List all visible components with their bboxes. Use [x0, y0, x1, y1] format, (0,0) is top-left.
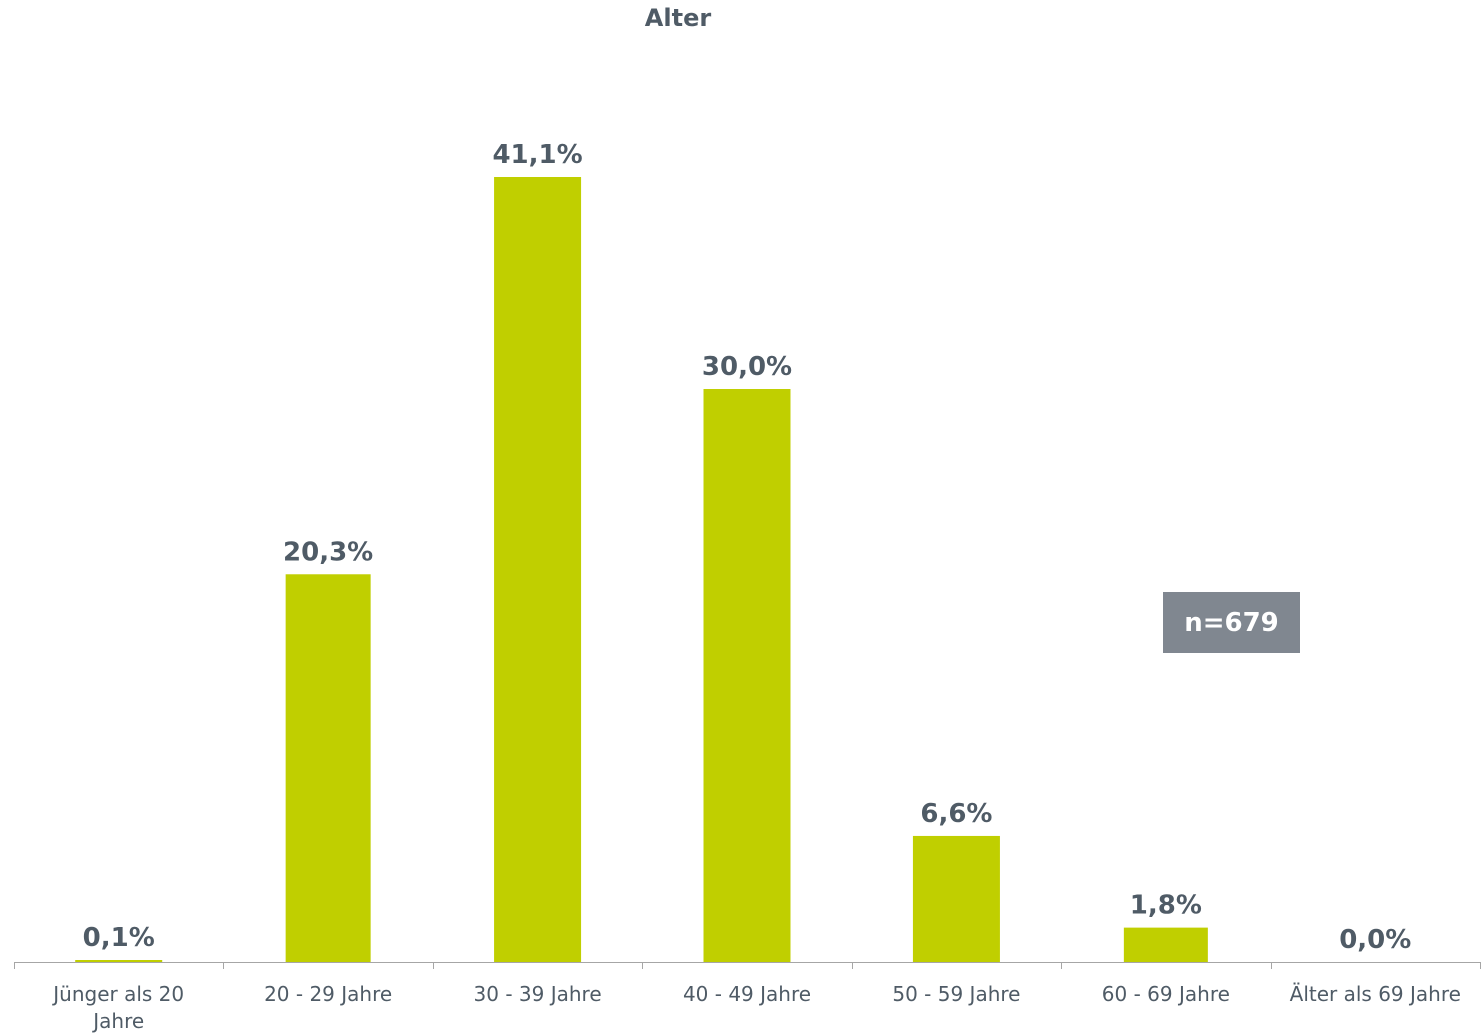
bar-2 — [494, 177, 582, 962]
data-label-2: 41,1% — [492, 140, 582, 170]
bar-5 — [1123, 927, 1208, 962]
data-label-3: 30,0% — [702, 352, 792, 382]
chart-title: Alter — [644, 4, 712, 32]
x-tick-label-0: Jünger als 20 Jahre — [51, 982, 184, 1033]
data-label-1: 20,3% — [283, 537, 373, 567]
x-tick-label-2: 30 - 39 Jahre — [474, 982, 602, 1006]
bar-1 — [285, 574, 371, 962]
sample-size-badge: n=679 — [1163, 592, 1300, 653]
x-tick-label-4: 50 - 59 Jahre — [892, 982, 1020, 1006]
bar-0 — [75, 960, 163, 962]
x-tick-label-1: 20 - 29 Jahre — [264, 982, 392, 1006]
bar-3 — [703, 389, 791, 962]
bar-4 — [912, 835, 1000, 962]
x-tick-label-6: Älter als 69 Jahre — [1290, 982, 1461, 1006]
data-label-0: 0,1% — [83, 923, 155, 953]
x-tick-label-5: 60 - 69 Jahre — [1102, 982, 1230, 1006]
x-tick-label-3: 40 - 49 Jahre — [683, 982, 811, 1006]
data-label-5: 1,8% — [1130, 891, 1202, 921]
data-label-4: 6,6% — [920, 799, 992, 829]
data-label-6: 0,0% — [1339, 925, 1411, 955]
